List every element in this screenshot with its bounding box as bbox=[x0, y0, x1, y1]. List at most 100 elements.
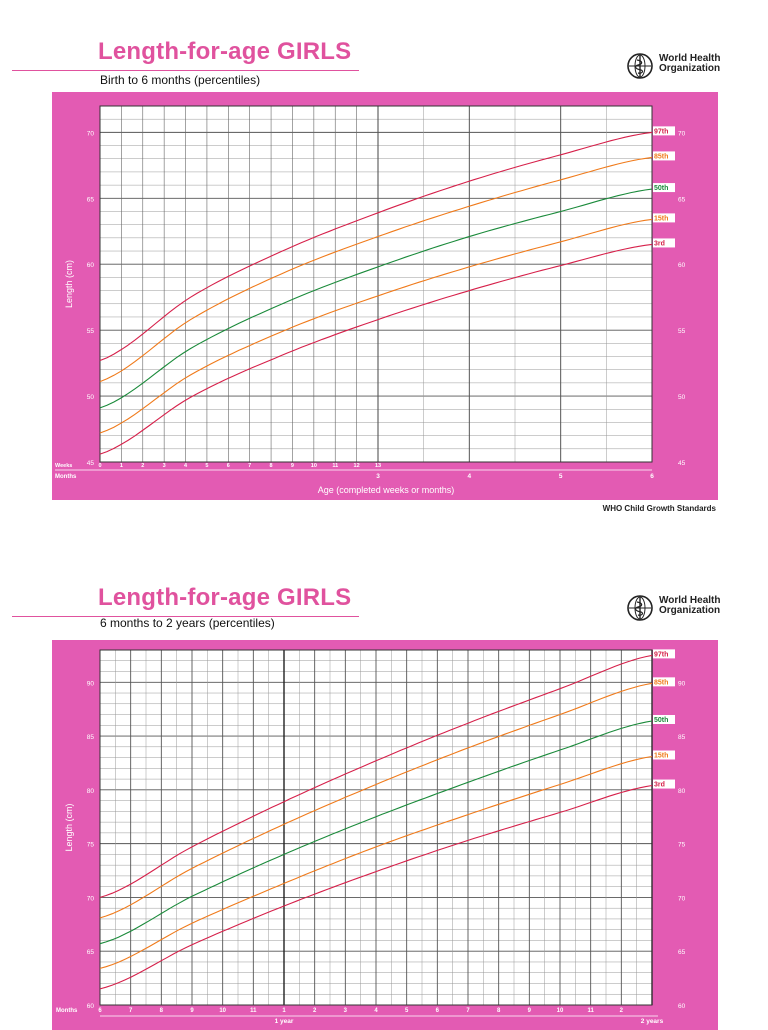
month-tick-label: 9 bbox=[528, 1008, 532, 1014]
plot-border bbox=[99, 649, 653, 1006]
y-tick-label-left: 55 bbox=[87, 328, 95, 335]
footnote: WHO Child Growth Standards bbox=[602, 504, 716, 513]
month-tick-label: 5 bbox=[559, 473, 563, 480]
series-label-15th: 15th bbox=[654, 215, 668, 222]
who-name-line2: Organization bbox=[659, 605, 721, 616]
y-axis-label: Length (cm) bbox=[64, 260, 74, 308]
series-label-bg bbox=[653, 750, 675, 760]
y-tick-label-left: 60 bbox=[87, 262, 95, 269]
month-tick-label: 8 bbox=[497, 1008, 501, 1014]
weeks-label: Weeks bbox=[55, 463, 72, 469]
x-axis-label: Age (completed weeks or months) bbox=[318, 485, 455, 495]
month-tick-label: 3 bbox=[376, 473, 380, 480]
series-label-bg bbox=[653, 649, 675, 659]
month-tick-label: 6 bbox=[98, 1008, 102, 1014]
month-tick-label: 11 bbox=[250, 1008, 257, 1014]
y-tick-label-right: 65 bbox=[678, 949, 686, 956]
chart-frame: 60 60 65 65 70 70 75 75 80 80 85 85 90 90 Length (cm) M… bbox=[52, 640, 718, 1030]
chart-frame: 45 45 50 50 55 55 60 60 65 65 70 70 Length (cm) 0 1 2 3 4… bbox=[52, 92, 718, 500]
week-tick-label: 9 bbox=[291, 463, 294, 469]
week-tick-label: 12 bbox=[354, 463, 360, 469]
y-tick-label-left: 45 bbox=[87, 460, 95, 467]
months-label: Months bbox=[55, 474, 77, 480]
title-rule bbox=[12, 616, 359, 617]
month-tick-label: 10 bbox=[557, 1008, 564, 1014]
week-tick-label: 4 bbox=[184, 463, 188, 469]
series-line-50th bbox=[99, 720, 653, 945]
week-tick-label: 3 bbox=[163, 463, 166, 469]
series-line-85th bbox=[99, 682, 653, 919]
y-tick-label-right: 45 bbox=[678, 460, 686, 467]
week-tick-label: 1 bbox=[120, 463, 123, 469]
series-label-97th: 97th bbox=[654, 651, 668, 658]
month-tick-label: 9 bbox=[190, 1008, 194, 1014]
week-tick-label: 6 bbox=[227, 463, 230, 469]
year-label: 1 year bbox=[275, 1018, 294, 1025]
series-label-50th: 50th bbox=[654, 717, 668, 724]
y-tick-label-left: 75 bbox=[87, 842, 95, 849]
week-tick-label: 8 bbox=[270, 463, 273, 469]
y-tick-label-right: 65 bbox=[678, 196, 686, 203]
week-tick-label: 7 bbox=[248, 463, 251, 469]
y-tick-label-right: 70 bbox=[678, 895, 686, 902]
title-rule bbox=[12, 70, 359, 71]
y-tick-label-left: 85 bbox=[87, 734, 95, 741]
who-emblem-icon bbox=[627, 595, 653, 621]
series-line-15th bbox=[99, 755, 653, 969]
who-name-line1: World Health bbox=[659, 53, 721, 64]
month-tick-label: 2 bbox=[313, 1008, 317, 1014]
month-tick-label: 8 bbox=[160, 1008, 164, 1014]
y-tick-label-left: 70 bbox=[87, 895, 95, 902]
y-tick-label-left: 80 bbox=[87, 788, 95, 795]
series-line-97th bbox=[99, 131, 653, 362]
chart-subtitle: 6 months to 2 years (percentiles) bbox=[100, 616, 275, 630]
who-name-line1: World Health bbox=[659, 595, 721, 606]
series-label-85th: 85th bbox=[654, 153, 668, 160]
month-tick-label: 11 bbox=[587, 1008, 594, 1014]
month-tick-label: 3 bbox=[344, 1008, 348, 1014]
series-line-3rd bbox=[99, 243, 653, 455]
who-logo: World Health Organization bbox=[626, 594, 726, 622]
y-tick-label-left: 70 bbox=[87, 130, 95, 137]
y-axis-label: Length (cm) bbox=[64, 803, 74, 851]
series-line-50th bbox=[99, 188, 653, 409]
y-tick-label-right: 50 bbox=[678, 394, 686, 401]
series-label-bg bbox=[653, 677, 675, 687]
week-tick-label: 5 bbox=[205, 463, 208, 469]
y-tick-label-right: 90 bbox=[678, 680, 686, 687]
y-tick-label-left: 65 bbox=[87, 949, 95, 956]
week-tick-label: 13 bbox=[375, 463, 381, 469]
y-tick-label-right: 60 bbox=[678, 262, 686, 269]
series-label-3rd: 3rd bbox=[654, 240, 665, 247]
series-line-85th bbox=[99, 156, 653, 383]
who-emblem-icon bbox=[627, 53, 653, 79]
y-tick-label-right: 60 bbox=[678, 1003, 686, 1010]
who-logo: World Health Organization bbox=[626, 52, 726, 80]
series-label-bg bbox=[653, 151, 675, 161]
chart-sheet-6m-2y: Length-for-age GIRLS 6 months to 2 years… bbox=[0, 580, 768, 1030]
y-tick-label-left: 65 bbox=[87, 196, 95, 203]
y-tick-label-right: 55 bbox=[678, 328, 686, 335]
month-tick-label: 6 bbox=[650, 473, 654, 480]
month-tick-label: 10 bbox=[219, 1008, 226, 1014]
series-label-3rd: 3rd bbox=[654, 782, 665, 789]
y-tick-label-right: 75 bbox=[678, 842, 686, 849]
series-label-bg bbox=[653, 183, 675, 193]
month-tick-label: 1 bbox=[282, 1008, 286, 1014]
y-tick-label-left: 60 bbox=[87, 1003, 95, 1010]
y-tick-label-left: 50 bbox=[87, 394, 95, 401]
chart-subtitle: Birth to 6 months (percentiles) bbox=[100, 73, 261, 87]
series-line-15th bbox=[99, 218, 653, 434]
who-name-line2: Organization bbox=[659, 63, 721, 74]
y-tick-label-left: 90 bbox=[87, 680, 95, 687]
who-name: World Health Organization bbox=[659, 596, 729, 616]
week-tick-label: 2 bbox=[141, 463, 144, 469]
y-tick-label-right: 85 bbox=[678, 734, 686, 741]
series-label-bg bbox=[653, 213, 675, 223]
series-line-97th bbox=[99, 654, 653, 898]
series-label-bg bbox=[653, 715, 675, 724]
y-tick-label-right: 80 bbox=[678, 788, 686, 795]
chart-sheet-birth-6m: Length-for-age GIRLS Birth to 6 months (… bbox=[12, 38, 726, 513]
